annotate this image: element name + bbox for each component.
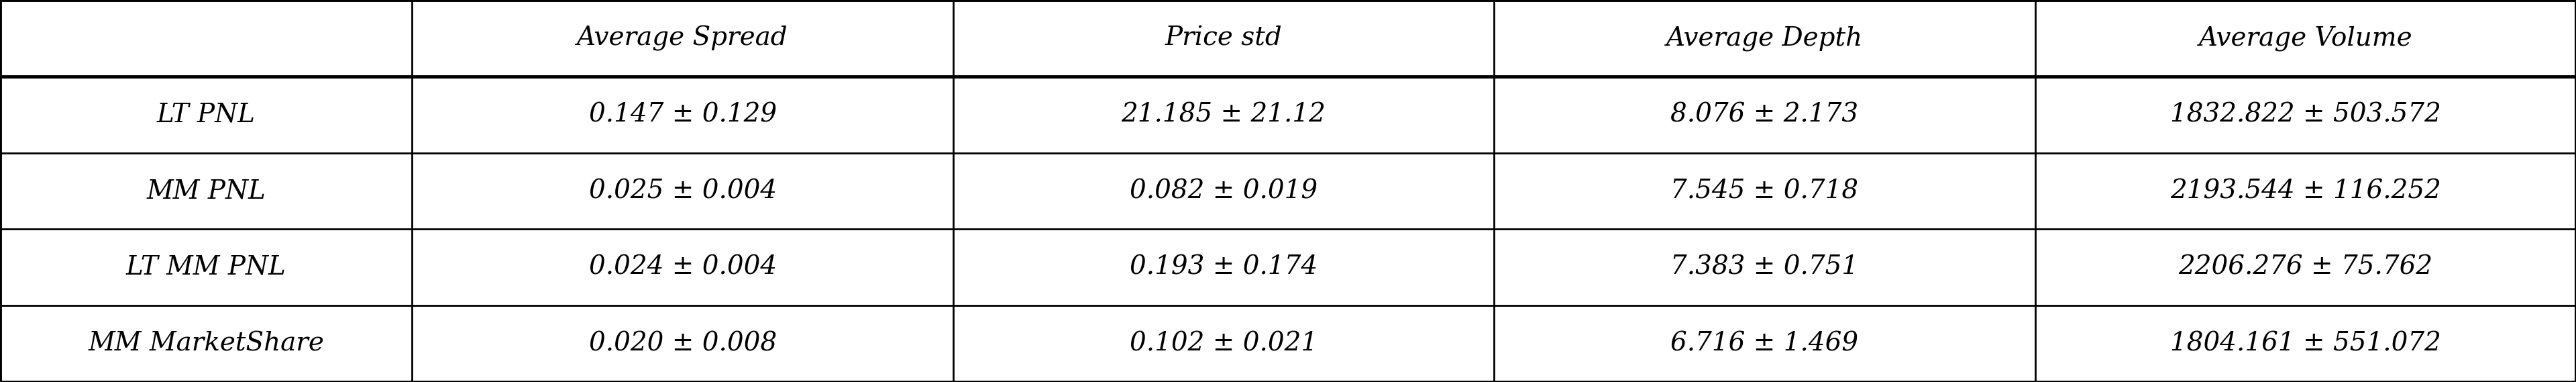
Text: 8.076 ± 2.173: 8.076 ± 2.173	[1672, 102, 1857, 127]
Text: 0.082 ± 0.019: 0.082 ± 0.019	[1131, 178, 1316, 204]
Text: 1804.161 ± 551.072: 1804.161 ± 551.072	[2169, 331, 2442, 356]
Text: 21.185 ± 21.12: 21.185 ± 21.12	[1121, 102, 1327, 127]
Text: 1832.822 ± 503.572: 1832.822 ± 503.572	[2169, 102, 2442, 127]
Text: 0.024 ± 0.004: 0.024 ± 0.004	[590, 255, 775, 280]
Text: 6.716 ± 1.469: 6.716 ± 1.469	[1672, 331, 1857, 356]
Text: 0.020 ± 0.008: 0.020 ± 0.008	[590, 331, 775, 356]
Text: Price std: Price std	[1164, 26, 1283, 51]
Text: MM MarketShare: MM MarketShare	[88, 331, 325, 356]
Text: 0.102 ± 0.021: 0.102 ± 0.021	[1131, 331, 1316, 356]
Text: MM PNL: MM PNL	[147, 178, 265, 204]
Text: 0.147 ± 0.129: 0.147 ± 0.129	[590, 102, 775, 127]
Text: 2193.544 ± 116.252: 2193.544 ± 116.252	[2169, 178, 2442, 204]
Text: 7.545 ± 0.718: 7.545 ± 0.718	[1672, 178, 1857, 204]
Text: Average Depth: Average Depth	[1667, 26, 1862, 51]
Text: Average Spread: Average Spread	[577, 26, 788, 51]
Text: LT MM PNL: LT MM PNL	[126, 255, 286, 280]
Text: 0.193 ± 0.174: 0.193 ± 0.174	[1131, 255, 1316, 280]
Text: LT PNL: LT PNL	[157, 102, 255, 127]
Text: Average Volume: Average Volume	[2200, 26, 2411, 51]
Text: 0.025 ± 0.004: 0.025 ± 0.004	[590, 178, 775, 204]
Text: 7.383 ± 0.751: 7.383 ± 0.751	[1672, 255, 1857, 280]
Text: 2206.276 ± 75.762: 2206.276 ± 75.762	[2179, 255, 2432, 280]
